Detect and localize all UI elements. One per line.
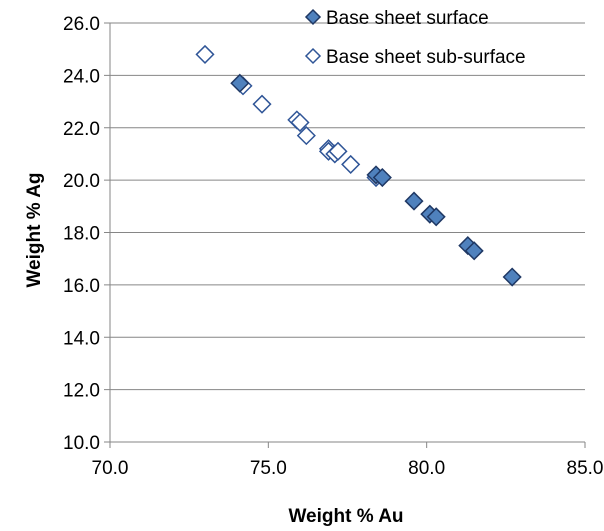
surface-point [464,241,484,261]
y-tick-label: 16.0 [63,276,100,297]
x-tick-labels: 70.0 75.0 80.0 85.0 [92,458,604,479]
surface-point [404,191,424,211]
sub-surface-point [252,94,272,114]
y-tick-labels: 10.0 12.0 14.0 16.0 18.0 20.0 22.0 24.0 26.0 [63,14,100,454]
y-tick-label: 20.0 [63,171,100,192]
x-tick-label: 70.0 [92,458,129,479]
sub-surface-point [341,154,361,174]
y-tick-label: 10.0 [63,433,100,454]
y-tick-label: 14.0 [63,328,100,349]
y-tick-label: 18.0 [63,224,100,245]
sub-surface-point [290,112,310,133]
sub-surface-point [328,141,348,161]
legend-label-sub-surface: Base sheet sub-surface [326,47,526,68]
x-tick-label: 80.0 [408,458,445,479]
surface-point [426,207,446,227]
data-points [195,44,522,287]
y-tick-label: 26.0 [63,14,100,35]
y-axis-title: Weight % Ag [24,172,45,287]
surface-point [502,267,522,287]
axes [104,22,586,448]
legend: Base sheet surface Base sheet sub-surface [304,8,526,68]
sub-surface-point [195,44,215,64]
y-tick-label: 22.0 [63,119,100,140]
legend-label-surface: Base sheet surface [326,8,489,29]
legend-marker-surface [304,8,322,26]
x-tick-label: 85.0 [567,458,604,479]
surface-point [372,167,392,188]
surface-point [230,73,250,93]
x-tick-label: 75.0 [250,458,287,479]
sub-surface-point [296,126,316,146]
legend-marker-sub-surface [304,47,322,65]
gridlines [110,22,585,391]
y-tick-label: 24.0 [63,66,100,87]
x-axis-title: Weight % Au [288,506,403,527]
y-tick-label: 12.0 [63,381,100,402]
